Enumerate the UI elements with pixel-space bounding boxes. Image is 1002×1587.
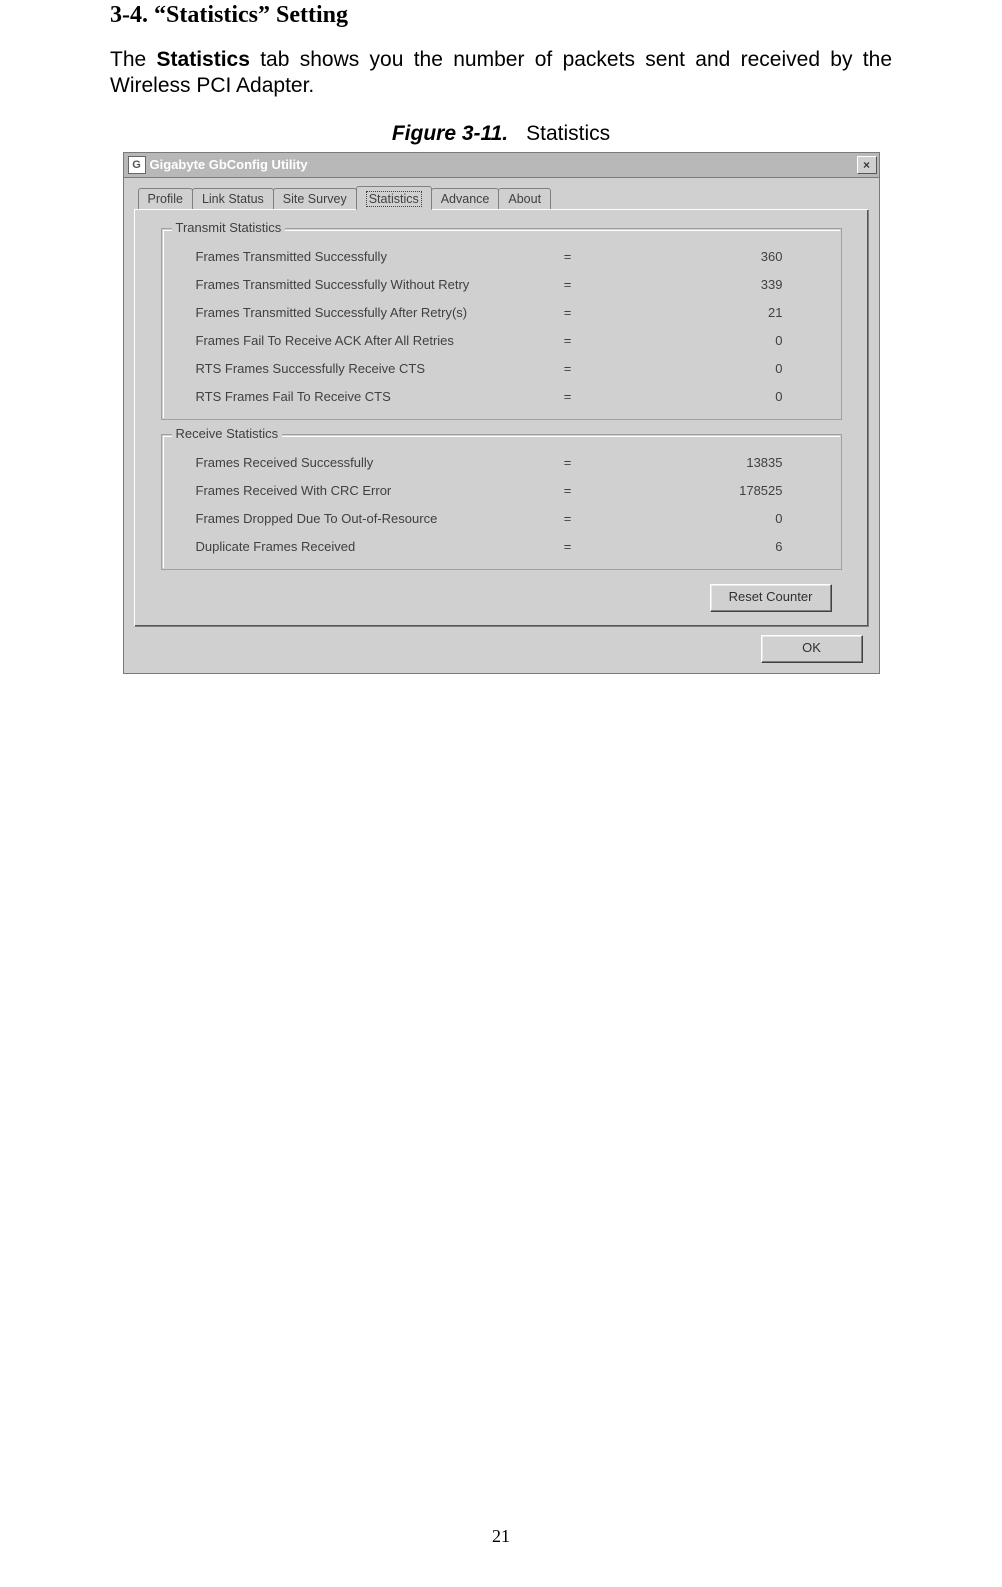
section-heading: 3-4. “Statistics” Setting <box>110 0 892 29</box>
stat-row: Duplicate Frames Received=6 <box>180 533 823 561</box>
equals-sign: = <box>548 389 588 404</box>
titlebar: G Gigabyte GbConfig Utility × <box>123 152 880 178</box>
tabstrip: Profile Link Status Site Survey Statisti… <box>134 186 869 209</box>
equals-sign: = <box>548 333 588 348</box>
stat-value: 360 <box>588 249 823 264</box>
stat-value: 339 <box>588 277 823 292</box>
stat-row: Frames Transmitted Successfully Without … <box>180 271 823 299</box>
figure-caption: Figure 3-11. Statistics <box>110 122 892 146</box>
stat-label: Frames Dropped Due To Out-of-Resource <box>180 511 548 526</box>
stat-label: Frames Fail To Receive ACK After All Ret… <box>180 333 548 348</box>
stat-value: 0 <box>588 511 823 526</box>
stat-label: Frames Transmitted Successfully Without … <box>180 277 548 292</box>
stat-row: Frames Dropped Due To Out-of-Resource=0 <box>180 505 823 533</box>
tab-about[interactable]: About <box>498 188 551 209</box>
tab-label: Link Status <box>202 192 264 206</box>
transmit-legend: Transmit Statistics <box>172 220 286 235</box>
equals-sign: = <box>548 455 588 470</box>
ok-row: OK <box>134 627 869 663</box>
app-icon: G <box>128 156 146 174</box>
figure-label: Figure 3-11. <box>392 122 508 145</box>
stat-label: Frames Received With CRC Error <box>180 483 548 498</box>
tab-statistics[interactable]: Statistics <box>356 186 432 210</box>
stat-value: 6 <box>588 539 823 554</box>
stat-value: 21 <box>588 305 823 320</box>
figure-title: Statistics <box>526 122 610 145</box>
receive-group: Receive Statistics Frames Received Succe… <box>161 434 842 570</box>
stat-value: 13835 <box>588 455 823 470</box>
stat-row: Frames Received With CRC Error=178525 <box>180 477 823 505</box>
tab-label: Profile <box>148 192 183 206</box>
stat-value: 0 <box>588 333 823 348</box>
equals-sign: = <box>548 305 588 320</box>
window-title: Gigabyte GbConfig Utility <box>150 157 857 172</box>
paragraph-prefix: The <box>110 48 157 71</box>
equals-sign: = <box>548 539 588 554</box>
tab-panel: Transmit Statistics Frames Transmitted S… <box>134 209 869 627</box>
tab-advance[interactable]: Advance <box>431 188 500 209</box>
stat-label: Frames Received Successfully <box>180 455 548 470</box>
reset-counter-button[interactable]: Reset Counter <box>710 584 832 612</box>
close-button[interactable]: × <box>857 156 877 174</box>
equals-sign: = <box>548 483 588 498</box>
ok-button[interactable]: OK <box>761 635 863 663</box>
stat-row: RTS Frames Successfully Receive CTS=0 <box>180 355 823 383</box>
stat-value: 0 <box>588 361 823 376</box>
tab-label: Advance <box>441 192 490 206</box>
stat-label: RTS Frames Fail To Receive CTS <box>180 389 548 404</box>
stat-row: RTS Frames Fail To Receive CTS=0 <box>180 383 823 411</box>
stat-value: 0 <box>588 389 823 404</box>
equals-sign: = <box>548 249 588 264</box>
statistics-dialog: G Gigabyte GbConfig Utility × Profile Li… <box>123 152 880 674</box>
transmit-group: Transmit Statistics Frames Transmitted S… <box>161 228 842 420</box>
tab-label: Site Survey <box>283 192 347 206</box>
tab-label: About <box>508 192 541 206</box>
stat-value: 178525 <box>588 483 823 498</box>
stat-row: Frames Transmitted Successfully After Re… <box>180 299 823 327</box>
stat-label: Frames Transmitted Successfully <box>180 249 548 264</box>
stat-label: Duplicate Frames Received <box>180 539 548 554</box>
tab-link-status[interactable]: Link Status <box>192 188 274 209</box>
equals-sign: = <box>548 361 588 376</box>
receive-legend: Receive Statistics <box>172 426 283 441</box>
equals-sign: = <box>548 277 588 292</box>
stat-row: Frames Transmitted Successfully=360 <box>180 243 823 271</box>
paragraph-bold: Statistics <box>157 48 250 71</box>
page-number: 21 <box>110 1526 892 1547</box>
tab-label: Statistics <box>366 191 422 207</box>
stat-label: RTS Frames Successfully Receive CTS <box>180 361 548 376</box>
equals-sign: = <box>548 511 588 526</box>
reset-row: Reset Counter <box>161 584 842 612</box>
tab-site-survey[interactable]: Site Survey <box>273 188 357 209</box>
dialog-body: Profile Link Status Site Survey Statisti… <box>123 178 880 674</box>
stat-row: Frames Fail To Receive ACK After All Ret… <box>180 327 823 355</box>
intro-paragraph: The Statistics tab shows you the number … <box>110 47 892 100</box>
stat-row: Frames Received Successfully=13835 <box>180 449 823 477</box>
tab-profile[interactable]: Profile <box>138 188 193 209</box>
stat-label: Frames Transmitted Successfully After Re… <box>180 305 548 320</box>
